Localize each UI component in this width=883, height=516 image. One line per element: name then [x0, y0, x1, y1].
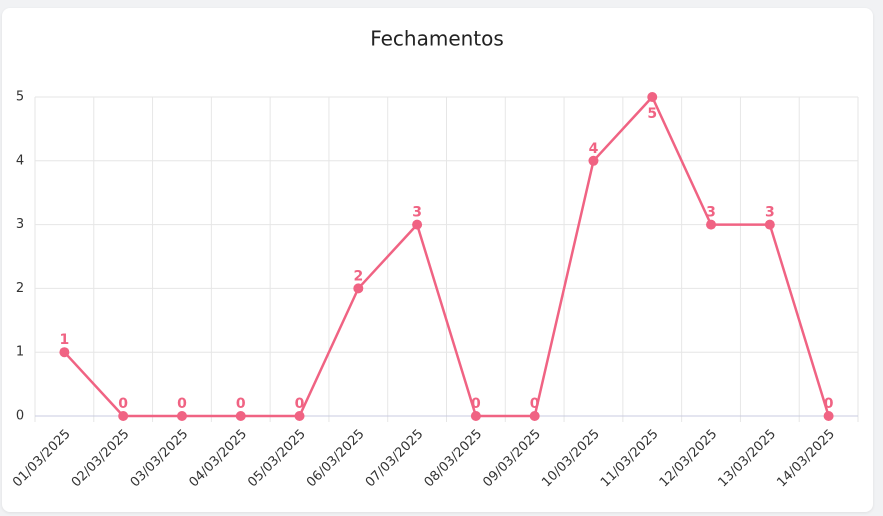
data-label: 2 — [353, 268, 363, 284]
point — [294, 411, 305, 421]
data-label: 0 — [118, 396, 128, 412]
data-label: 0 — [177, 396, 187, 412]
line — [63, 94, 830, 418]
x-tick-label: 05/03/2025 — [245, 427, 309, 491]
x-tick-label: 08/03/2025 — [422, 427, 486, 491]
data-label: 0 — [236, 396, 246, 412]
x-tick-label: 14/03/2025 — [774, 427, 838, 491]
data-label: 0 — [471, 396, 481, 412]
data-label: 5 — [647, 106, 657, 122]
data-label: 0 — [295, 396, 305, 412]
point — [706, 219, 717, 230]
y-tick-label: 2 — [16, 281, 24, 296]
data-label: 0 — [824, 396, 834, 412]
x-tick-label: 13/03/2025 — [716, 427, 780, 491]
y-tick-label: 3 — [16, 217, 24, 232]
x-tick-label: 11/03/2025 — [598, 427, 662, 491]
data-label: 0 — [530, 396, 540, 412]
data-label: 3 — [412, 205, 422, 221]
x-tick-label: 10/03/2025 — [539, 427, 603, 491]
x-tick-label: 03/03/2025 — [128, 427, 192, 491]
x-tick-label: 07/03/2025 — [363, 427, 427, 491]
x-tick-label: 01/03/2025 — [10, 427, 74, 491]
x-tick-label: 06/03/2025 — [304, 427, 368, 491]
data-label: 3 — [765, 205, 775, 221]
point — [412, 219, 423, 230]
data-label: 4 — [589, 141, 599, 157]
y-tick-label: 1 — [16, 345, 24, 360]
y-tick-label: 5 — [16, 90, 24, 105]
x-tick-label: 02/03/2025 — [69, 427, 133, 491]
point — [823, 411, 834, 421]
chart-card — [2, 8, 873, 512]
point — [470, 411, 481, 421]
point — [529, 411, 540, 421]
point — [588, 155, 599, 166]
point — [176, 411, 187, 421]
y-tick-label: 0 — [16, 409, 24, 424]
point — [764, 219, 775, 230]
x-tick-label: 12/03/2025 — [657, 427, 721, 491]
x-tick-label: 04/03/2025 — [186, 427, 250, 491]
chart-title: Fechamentos — [370, 27, 504, 51]
point — [353, 283, 364, 294]
x-tick-label: 09/03/2025 — [480, 427, 544, 491]
point — [647, 92, 658, 102]
data-label: 3 — [706, 205, 716, 221]
point — [118, 411, 129, 421]
point — [59, 347, 70, 358]
y-tick-label: 4 — [16, 153, 24, 168]
point — [235, 411, 246, 421]
data-label: 1 — [60, 332, 70, 348]
